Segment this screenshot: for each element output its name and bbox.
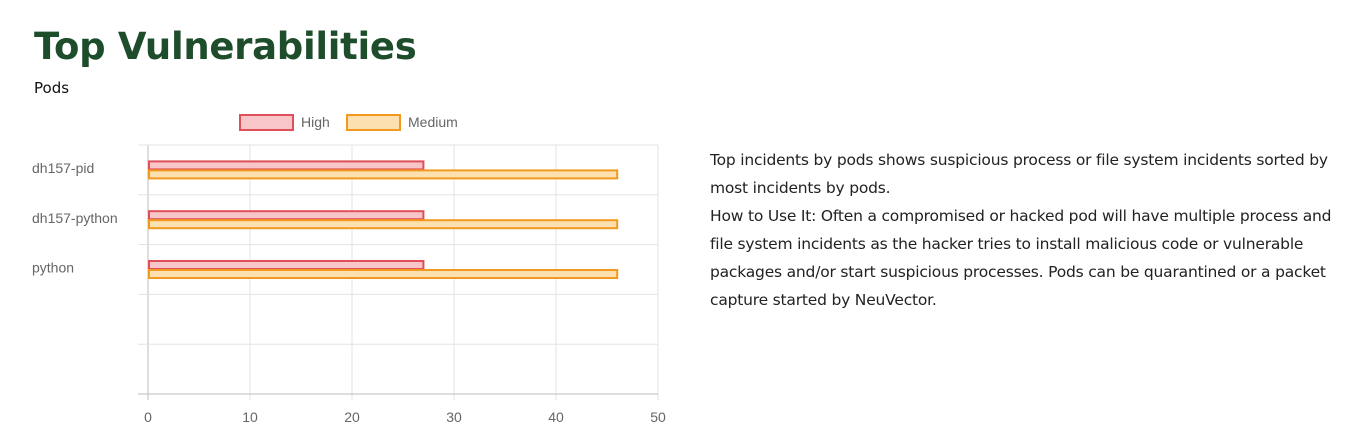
y-tick-label: dh157-python: [32, 210, 118, 226]
bar-medium-dh157-python[interactable]: [148, 219, 619, 230]
x-tick-label: 20: [344, 409, 360, 425]
y-axis-labels: dh157-pid dh157-python python: [32, 160, 118, 276]
legend-label: High: [301, 114, 330, 130]
bar-high-dh157-python[interactable]: [148, 210, 425, 221]
chart-subtitle: Pods: [34, 79, 70, 97]
legend-label: Medium: [408, 114, 458, 130]
how-to-use-text: How to Use It: Often a compromised or ha…: [710, 207, 1332, 309]
description-panel: Top incidents by pods shows suspicious p…: [710, 146, 1350, 314]
y-tick-label: python: [32, 260, 74, 276]
legend-item-high[interactable]: High: [239, 114, 330, 131]
x-tick-label: 50: [650, 409, 666, 425]
x-tick-label: 40: [548, 409, 564, 425]
legend-item-medium[interactable]: Medium: [346, 114, 458, 131]
legend-swatch: [239, 114, 294, 131]
bar-medium-dh157-pid[interactable]: [148, 169, 619, 180]
chart-bars: [148, 160, 619, 279]
x-tick-label: 10: [242, 409, 258, 425]
x-axis-labels: 0 10 20 30 40 50: [144, 409, 666, 425]
bar-high-python[interactable]: [148, 260, 425, 270]
page-title: Top Vulnerabilities: [34, 25, 417, 68]
description-text: Top incidents by pods shows suspicious p…: [710, 151, 1328, 197]
bar-chart: High Medium dh157-pid dh157-python python 0…: [32, 114, 666, 425]
chart-legend[interactable]: High Medium: [239, 114, 458, 131]
legend-swatch: [346, 114, 401, 131]
y-tick-label: dh157-pid: [32, 160, 94, 176]
bar-medium-python[interactable]: [148, 269, 619, 279]
bar-high-dh157-pid[interactable]: [148, 160, 425, 171]
x-tick-label: 0: [144, 409, 152, 425]
x-tick-label: 30: [446, 409, 462, 425]
